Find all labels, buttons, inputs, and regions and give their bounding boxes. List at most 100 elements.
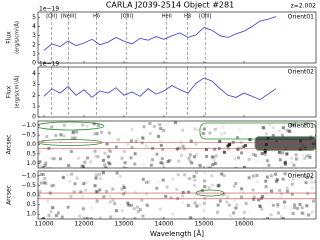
y-tick-label: −1.0 (21, 122, 36, 129)
pixel (195, 152, 199, 156)
pixel (244, 201, 248, 205)
pixel (189, 216, 193, 219)
pixel (142, 189, 145, 192)
x-label: Wavelength [Å] (150, 229, 204, 238)
pixel (50, 184, 54, 188)
pixel (311, 199, 315, 203)
y-tick-label: 4 (32, 23, 36, 30)
pixel (144, 181, 148, 185)
pixel (271, 187, 275, 191)
pixel (43, 163, 47, 167)
pixel (187, 156, 191, 160)
pixel (82, 182, 86, 186)
y-tick-label: 1.0 (26, 211, 36, 218)
pixel (38, 164, 42, 168)
pixel (228, 213, 232, 217)
pixel (66, 205, 70, 209)
pixel (310, 176, 314, 180)
pixel (145, 192, 149, 196)
pixel (281, 126, 285, 130)
pixel (208, 131, 212, 135)
pixel (66, 164, 70, 168)
pixel (209, 154, 213, 158)
pixel (258, 205, 262, 209)
pixel (97, 172, 101, 176)
pixel (45, 135, 49, 139)
pixel (293, 123, 297, 127)
pixel (118, 174, 122, 178)
pixel (43, 177, 47, 181)
pixel (216, 184, 220, 188)
pixel (75, 130, 79, 134)
pixel (217, 183, 221, 187)
pixel (282, 177, 286, 181)
emission-label: Hδ (93, 14, 100, 20)
pixel (308, 155, 312, 159)
pixel (279, 165, 283, 168)
pixel (261, 125, 265, 129)
pixel (155, 152, 159, 156)
pixel (133, 190, 137, 194)
pixel (283, 200, 287, 204)
y-tick-label: 4 (32, 70, 36, 77)
pixel (193, 178, 197, 182)
pixel (244, 202, 248, 206)
pixel (210, 155, 214, 159)
pixel (309, 211, 313, 215)
pixel (179, 140, 183, 144)
pixel (81, 194, 85, 198)
pixel (52, 183, 56, 187)
pixel (105, 189, 109, 193)
pixel (283, 160, 287, 164)
pixel (62, 134, 66, 138)
pixel (41, 217, 45, 219)
pixel (186, 203, 190, 207)
pixel (41, 172, 45, 176)
pixel (126, 201, 130, 205)
pixel (107, 155, 111, 159)
pixel (314, 122, 316, 126)
pixel (159, 143, 163, 147)
pixel (244, 143, 248, 147)
pixel (289, 123, 293, 127)
pixel (95, 132, 99, 136)
pixel (84, 181, 88, 185)
pixel (303, 156, 307, 160)
pixel (114, 209, 118, 213)
y-tick-label: 0 (32, 114, 36, 121)
pixel (234, 181, 238, 185)
pixel (68, 164, 72, 168)
pixel (126, 135, 129, 138)
pixel (123, 161, 127, 165)
pixel (277, 195, 280, 198)
pixel (176, 173, 180, 177)
pixel (171, 177, 175, 181)
pixel (233, 157, 237, 161)
pixel (237, 156, 241, 160)
spectrum (43, 16, 277, 51)
pixel (264, 179, 268, 183)
pixel (171, 145, 174, 148)
pixel (311, 180, 315, 184)
pixel (136, 205, 140, 209)
pixel (254, 154, 258, 158)
frame (37, 66, 317, 118)
pixel (314, 180, 316, 184)
y-tick-label: 1 (32, 50, 36, 57)
pixel (75, 176, 79, 180)
pixel (278, 158, 282, 162)
pixel (237, 184, 240, 187)
pixel (242, 210, 246, 214)
pixel (198, 203, 202, 207)
pixel (305, 204, 309, 208)
pixel (251, 188, 255, 192)
pixel (291, 177, 295, 181)
plot-area (43, 67, 277, 117)
pixel (108, 200, 112, 204)
pixel (124, 167, 128, 168)
pixel (60, 215, 64, 219)
pixel (133, 152, 137, 156)
y-tick-label: 2 (32, 92, 36, 99)
pixel (149, 163, 153, 167)
y-tick-label: −1.0 (21, 172, 36, 179)
